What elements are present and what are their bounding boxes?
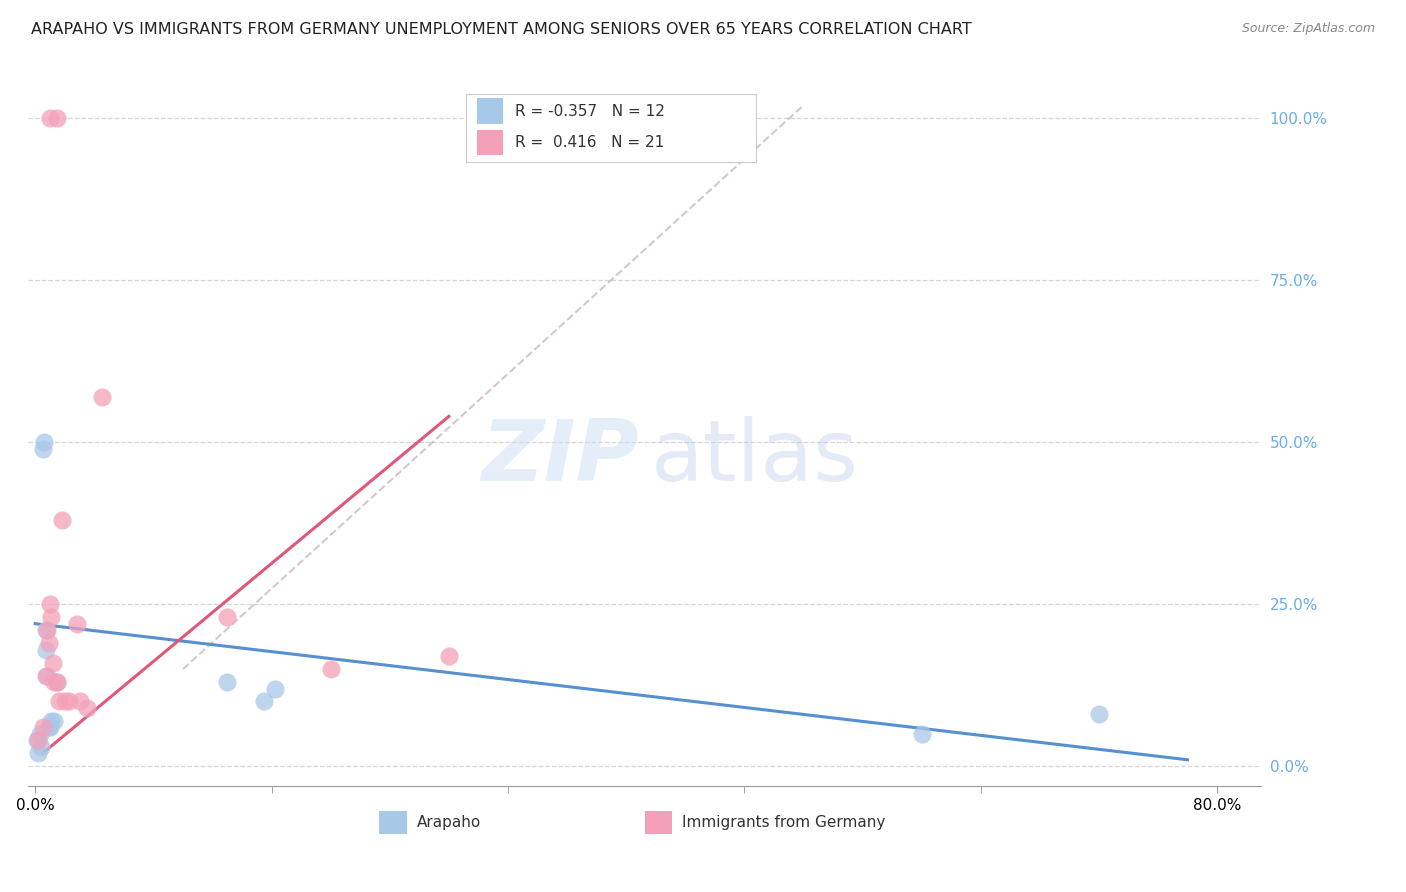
Point [69,694,91,708]
Point [41,610,63,624]
Point [46,675,69,690]
Point [39,597,62,611]
Point [319,662,342,676]
Text: atlas: atlas [651,417,859,500]
Text: Arapaho: Arapaho [416,815,481,830]
Bar [644,811,672,834]
Point [35,623,58,637]
Point [253,694,276,708]
Point [217,610,239,624]
Point [39,112,62,126]
Point [34,642,56,657]
Point [31,720,53,734]
Bar [380,811,406,834]
Point [34,623,56,637]
Point [32,435,55,450]
Point [58,694,80,708]
Point [263,681,285,696]
Point [34,668,56,682]
Point [44,714,66,728]
Point [41,714,63,728]
Point [1088,707,1111,722]
Text: Source: ZipAtlas.com: Source: ZipAtlas.com [1241,22,1375,36]
Point [217,675,239,690]
Point [90,390,112,404]
Point [46,675,69,690]
Point [38,720,60,734]
Point [28,727,51,741]
Point [31,442,53,456]
Point [35,668,58,682]
Point [25,733,48,747]
Point [27,733,49,747]
Point [437,649,460,664]
Point [76,701,98,715]
Point [42,656,65,670]
Point [27,747,49,761]
Point [51,513,73,527]
Text: Immigrants from Germany: Immigrants from Germany [682,815,884,830]
Point [65,616,87,631]
Point [46,112,69,126]
Point [44,675,66,690]
Point [30,739,52,754]
Point [48,694,70,708]
Point [39,720,62,734]
Point [53,694,76,708]
Point [910,727,932,741]
Text: ZIP: ZIP [481,417,638,500]
Point [38,636,60,650]
Text: ARAPAHO VS IMMIGRANTS FROM GERMANY UNEMPLOYMENT AMONG SENIORS OVER 65 YEARS CORR: ARAPAHO VS IMMIGRANTS FROM GERMANY UNEMP… [31,22,972,37]
